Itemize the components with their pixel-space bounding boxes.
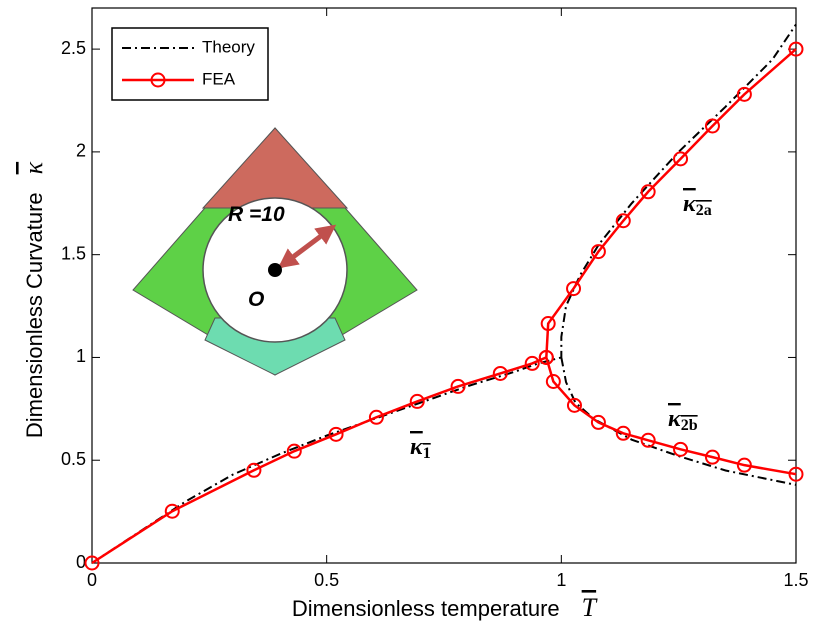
legend-box [111, 27, 269, 101]
inset-diagram [132, 127, 418, 376]
data-point [540, 316, 556, 332]
data-point [704, 449, 720, 465]
annotation-text: κ [410, 434, 424, 460]
x-axis-label: Dimensionless temperature T [292, 593, 598, 622]
data-point [164, 503, 180, 519]
annotation: κ2a [683, 191, 712, 219]
data-point [368, 409, 384, 425]
data-point [788, 41, 804, 57]
x-axis-symbol: T [582, 593, 598, 622]
annotation-text: κ [683, 191, 697, 217]
y-tick-label: 0.5 [61, 449, 86, 469]
series-line [91, 23, 797, 564]
legend-label: Theory [202, 37, 255, 56]
y-tick-label: 1 [76, 346, 86, 366]
y-axis-label: Dimensionless Curvature κ [19, 161, 48, 438]
x-tick-label: 0 [87, 570, 97, 590]
y-tick-label: 1.5 [61, 243, 86, 263]
y-tick-label: 0 [76, 552, 86, 572]
data-point [409, 393, 425, 409]
data-point [328, 426, 344, 442]
radius-arrow [277, 224, 337, 269]
data-point [615, 425, 631, 441]
data-point [538, 349, 554, 365]
data-point [492, 365, 508, 381]
data-point [615, 213, 631, 229]
data-point [788, 466, 804, 482]
series-1 [84, 41, 804, 571]
data-point [524, 355, 540, 371]
data-point [566, 397, 582, 413]
data-point [640, 432, 656, 448]
y-axis-symbol: κ [19, 161, 48, 174]
annotation: κ2b [668, 406, 698, 434]
legend-label: FEA [202, 69, 236, 88]
data-point [84, 555, 100, 571]
data-point [736, 457, 752, 473]
legend-marker [150, 72, 166, 88]
x-tick-label: 0.5 [314, 570, 339, 590]
center-dot [268, 263, 282, 277]
y-axis-title: Dimensionless Curvature [22, 192, 47, 438]
data-point [590, 244, 606, 260]
data-point [640, 184, 656, 200]
annotation: κ1 [410, 434, 431, 462]
data-point [566, 281, 582, 297]
y-tick-label: 2 [76, 141, 86, 161]
data-point [736, 86, 752, 102]
top-region [201, 127, 349, 209]
annotation: R =10 [228, 203, 285, 226]
x-tick-label: 1.5 [783, 570, 808, 590]
data-point [450, 378, 466, 394]
data-point [286, 443, 302, 459]
data-point [673, 441, 689, 457]
series-line [91, 48, 797, 565]
annotation-subscript: 2a [696, 202, 712, 219]
data-point [704, 118, 720, 134]
data-point [673, 151, 689, 167]
plot-frame [91, 7, 797, 564]
annotation-subscript: 1 [423, 445, 431, 462]
data-point [545, 373, 561, 389]
annotation-text: κ [668, 406, 682, 432]
annotation-subscript: 2b [681, 417, 698, 434]
x-axis-title: Dimensionless temperature [292, 596, 560, 621]
y-tick-label: 2.5 [61, 38, 86, 58]
annotation-text: R =10 [228, 203, 285, 226]
data-point [590, 414, 606, 430]
annotation: O [248, 288, 264, 311]
data-point [246, 462, 262, 478]
series-0 [91, 23, 797, 564]
annotation-text: O [248, 288, 264, 311]
x-tick-label: 1 [556, 570, 566, 590]
